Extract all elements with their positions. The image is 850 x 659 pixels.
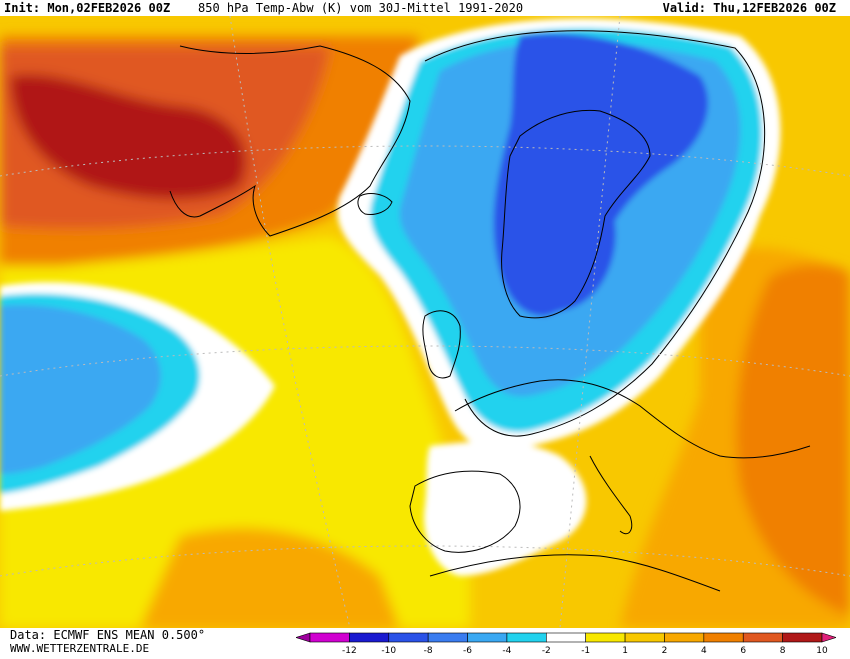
cold-zone-atlantic bbox=[0, 305, 161, 474]
legend-tick-label: 8 bbox=[780, 646, 786, 655]
legend-color-swatch bbox=[624, 632, 665, 643]
coastlines bbox=[169, 45, 811, 592]
legend-color-swatch bbox=[506, 632, 547, 643]
legend-tick-label: -4 bbox=[502, 646, 511, 655]
legend-tick-label: -6 bbox=[463, 646, 472, 655]
init-time-label: Init: Mon,02FEB2026 00Z bbox=[4, 1, 171, 15]
dark-orange-east bbox=[736, 264, 850, 616]
strong-cold-zone-scandinavia bbox=[528, 166, 616, 311]
legend-tick-label: 2 bbox=[662, 646, 668, 655]
legend-tick-label: 4 bbox=[701, 646, 707, 655]
legend-tick-label: -12 bbox=[342, 646, 357, 655]
legend-tick-label: 1 bbox=[622, 646, 628, 655]
legend-tick-label: -2 bbox=[542, 646, 551, 655]
legend-color-swatch bbox=[546, 632, 586, 643]
iberia-coastline bbox=[409, 470, 521, 553]
greenland-coastline bbox=[169, 45, 411, 237]
neutral-zone-iberia bbox=[424, 441, 587, 576]
north-africa-coastline bbox=[429, 554, 721, 592]
data-source-label: Data: ECMWF ENS MEAN 0.500° bbox=[10, 628, 206, 642]
legend-color-swatch bbox=[388, 632, 429, 643]
legend-color-swatch bbox=[467, 632, 508, 643]
neutral-contour-line bbox=[424, 30, 766, 437]
graticule-line bbox=[229, 16, 351, 628]
legend-color-swatch bbox=[821, 632, 837, 643]
map-footer: Data: ECMWF ENS MEAN 0.500° WWW.WETTERZE… bbox=[0, 628, 850, 656]
legend-color-swatch bbox=[703, 632, 744, 643]
map-header: Init: Mon,02FEB2026 00Z 850 hPa Temp-Abw… bbox=[0, 0, 850, 16]
orange-band-southwest bbox=[140, 528, 400, 628]
legend-color-swatch bbox=[349, 632, 390, 643]
legend-tick-label: 6 bbox=[740, 646, 746, 655]
italy-coastline bbox=[589, 455, 633, 535]
color-legend: -12-10-8-6-4-2-1124681012 bbox=[295, 631, 837, 656]
legend-color-swatch bbox=[585, 632, 626, 643]
legend-tick-label: -10 bbox=[381, 646, 396, 655]
legend-color-swatch bbox=[309, 632, 350, 643]
anomaly-map-svg bbox=[0, 16, 850, 628]
graticule-line bbox=[559, 16, 621, 628]
british-isles-coastline bbox=[422, 310, 461, 379]
legend-color-swatch bbox=[664, 632, 705, 643]
website-label: WWW.WETTERZENTRALE.DE bbox=[10, 642, 150, 655]
legend-tick-label: 10 bbox=[816, 646, 828, 655]
legend-color-swatch bbox=[295, 632, 311, 643]
extreme-hot-greenland-core bbox=[10, 74, 247, 200]
legend-color-swatch bbox=[742, 632, 783, 643]
valid-time-label: Valid: Thu,12FEB2026 00Z bbox=[662, 1, 836, 15]
graticule-line bbox=[0, 145, 850, 177]
legend-tick-label: -1 bbox=[581, 646, 590, 655]
graticule-line bbox=[0, 545, 850, 577]
europe-mainland-coastline bbox=[454, 379, 811, 459]
iceland-coastline bbox=[357, 193, 393, 215]
legend-tick-label: -8 bbox=[424, 646, 433, 655]
legend-color-swatch bbox=[427, 632, 468, 643]
anomaly-map bbox=[0, 16, 850, 628]
legend-color-swatch bbox=[782, 632, 823, 643]
color-legend-svg: -12-10-8-6-4-2-1124681012 bbox=[295, 632, 837, 656]
map-title: 850 hPa Temp-Abw (K) vom 30J-Mittel 1991… bbox=[198, 1, 524, 15]
scandinavia-coastline bbox=[501, 109, 651, 319]
